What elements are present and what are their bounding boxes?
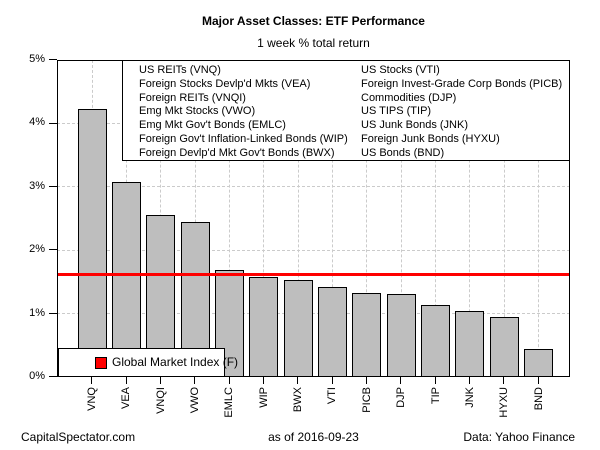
x-tick-label-BND: BND	[532, 387, 545, 411]
h-gridline	[57, 249, 570, 251]
bar-DJP	[386, 293, 416, 377]
v-gridline	[469, 60, 471, 377]
y-axis-tick	[49, 122, 57, 124]
x-tick-label-HYXU: HYXU	[498, 387, 511, 418]
legend-item: US Stocks (VTI)	[361, 64, 440, 76]
x-tick-label-TIP: TIP	[429, 387, 442, 405]
legend-item: Emg Mkt Stocks (VWO)	[139, 105, 256, 118]
v-gridline	[366, 60, 368, 377]
reference-line	[57, 272, 570, 276]
v-gridline	[297, 60, 299, 377]
x-axis-tick	[159, 377, 161, 384]
x-tick-label-VNQ: VNQ	[86, 387, 98, 411]
x-axis-tick	[194, 377, 196, 384]
y-axis-tick	[49, 249, 57, 251]
legend-item: Foreign Gov't Inflation-Linked Bonds (WI…	[139, 132, 348, 145]
bar-JNK	[455, 311, 485, 377]
chart-title: Major Asset Classes: ETF Performance	[202, 14, 425, 28]
x-axis-tick	[297, 377, 299, 384]
x-axis-tick	[228, 377, 230, 384]
bar-VEA	[111, 181, 141, 377]
bar-BWX	[283, 279, 313, 377]
x-axis-tick	[537, 377, 539, 384]
legend-item: Emg Mkt Gov't Bonds (EMLC)	[139, 119, 286, 132]
h-gridline	[57, 186, 570, 188]
x-tick-label-PICB: PICB	[360, 387, 373, 413]
bar-HYXU	[489, 316, 519, 377]
x-tick-label-WIP: WIP	[257, 387, 270, 408]
v-gridline	[228, 60, 230, 377]
y-tick-label: 4%	[29, 116, 45, 129]
y-axis-tick	[49, 312, 57, 314]
legend-item: US TIPS (TIP)	[361, 105, 432, 118]
legend-item: Foreign Junk Bonds (HYXU)	[361, 132, 500, 145]
x-axis-tick	[366, 377, 368, 384]
y-tick-label: 5%	[29, 53, 45, 65]
x-tick-label-EMLC: EMLC	[223, 387, 236, 418]
x-axis-tick	[503, 377, 505, 384]
y-axis-tick	[49, 59, 57, 61]
v-gridline	[400, 60, 402, 377]
x-tick-label-DJP: DJP	[395, 387, 408, 408]
v-gridline	[538, 60, 540, 377]
bar-VNQ	[77, 109, 107, 377]
reference-legend-box: Global Market Index (F)	[58, 348, 238, 377]
x-tick-label-VTI: VTI	[326, 387, 339, 405]
x-tick-label-VEA: VEA	[120, 387, 133, 410]
footer-source-site: CapitalSpectator.com	[21, 430, 136, 444]
x-tick-label-VNQI: VNQI	[154, 387, 167, 414]
footer-as-of-date: as of 2016-09-23	[268, 430, 359, 444]
legend-item: US Junk Bonds (JNK)	[361, 119, 468, 132]
x-tick-label-BWX: BWX	[292, 387, 305, 413]
legend-column-right: US Stocks (VTI) Foreign Invest-Grade Corp…	[361, 64, 562, 161]
x-tick-label-JNK: JNK	[463, 387, 476, 408]
x-axis-tick	[331, 377, 333, 384]
y-tick-label: 0%	[29, 370, 45, 382]
red-square-marker-icon	[95, 357, 107, 369]
v-gridline	[263, 60, 265, 377]
legend-item: Foreign REITs (VNQI)	[139, 91, 246, 104]
legend-box: US REITs (VNQ) Foreign Stocks Devlp'd Mkt…	[122, 60, 570, 161]
bar-VTI	[317, 286, 347, 377]
y-tick-label: 1%	[29, 306, 45, 319]
bar-PICB	[352, 292, 382, 377]
v-gridline	[331, 60, 333, 377]
x-axis-tick	[469, 377, 471, 384]
legend-item: Commodities (DJP)	[361, 91, 457, 104]
bar-BND	[524, 349, 554, 377]
legend-column-left: US REITs (VNQ) Foreign Stocks Devlp'd Mkt…	[139, 64, 348, 161]
x-axis-tick	[125, 377, 127, 384]
x-axis-tick	[400, 377, 402, 384]
legend-item: Foreign Invest-Grade Corp Bonds (PICB)	[361, 77, 563, 90]
legend-item: US Bonds (BND)	[361, 146, 445, 159]
bar-WIP	[249, 276, 279, 377]
h-gridline	[57, 313, 570, 315]
x-tick-label-VWO: VWO	[189, 387, 202, 414]
x-axis-tick	[263, 377, 264, 384]
footer-data-source: Data: Yahoo Finance	[463, 430, 575, 444]
x-axis-tick	[434, 377, 436, 384]
chart-subtitle: 1 week % total return	[257, 36, 370, 50]
legend-item: US REITs (VNQ)	[139, 64, 221, 76]
bar-TIP	[421, 305, 450, 377]
x-axis-tick	[91, 377, 93, 384]
y-tick-label: 3%	[29, 179, 45, 192]
y-axis-tick	[49, 186, 57, 188]
v-gridline	[435, 60, 436, 377]
reference-legend-label: Global Market Index (F)	[112, 355, 239, 369]
legend-item: Foreign Devlp'd Mkt Gov't Bonds (BWX)	[139, 146, 335, 159]
v-gridline	[503, 60, 505, 377]
v-gridline	[194, 60, 196, 377]
y-tick-label: 2%	[29, 243, 45, 256]
y-axis-tick	[49, 376, 57, 378]
legend-item: Foreign Stocks Devlp'd Mkts (VEA)	[139, 77, 311, 90]
